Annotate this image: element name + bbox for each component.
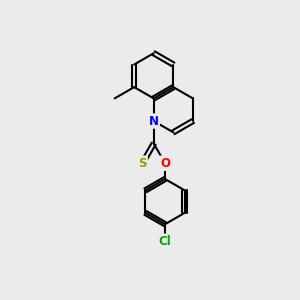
Text: Cl: Cl xyxy=(159,235,171,248)
Text: O: O xyxy=(160,157,170,170)
Text: N: N xyxy=(149,115,159,128)
Text: S: S xyxy=(138,157,147,170)
